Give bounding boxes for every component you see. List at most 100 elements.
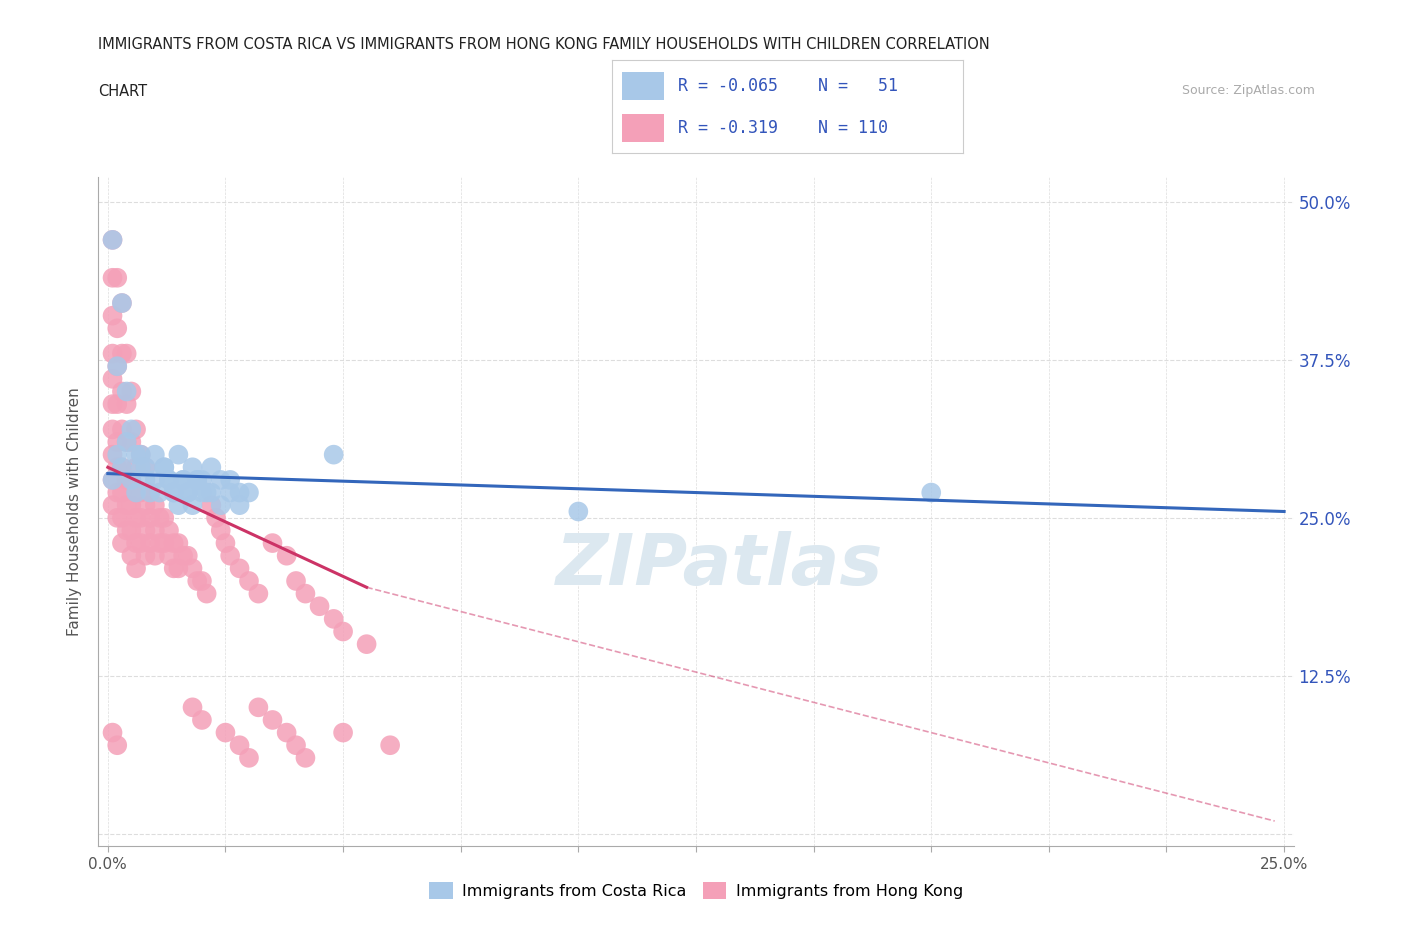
Point — [238, 574, 260, 589]
Point — [163, 561, 186, 576]
Point — [163, 485, 186, 500]
Text: Source: ZipAtlas.com: Source: ZipAtlas.com — [1181, 84, 1315, 97]
Point — [134, 498, 156, 512]
Point — [143, 549, 166, 564]
Point — [111, 296, 134, 311]
Point — [125, 536, 148, 551]
Point — [120, 472, 142, 487]
Point — [101, 397, 124, 412]
Point — [167, 536, 190, 551]
Point — [125, 422, 148, 437]
Point — [139, 536, 162, 551]
Point — [143, 447, 166, 462]
Point — [101, 232, 124, 247]
Point — [111, 296, 134, 311]
Point — [101, 422, 124, 437]
Point — [134, 549, 156, 564]
Point — [172, 472, 194, 487]
Point — [115, 434, 138, 449]
Point — [200, 498, 222, 512]
Point — [167, 498, 190, 512]
Point — [115, 523, 138, 538]
Point — [157, 472, 180, 487]
Point — [125, 485, 148, 500]
Point — [105, 271, 128, 286]
Point — [101, 346, 124, 361]
Point — [115, 434, 138, 449]
Point — [125, 447, 148, 462]
Point — [214, 536, 236, 551]
Point — [276, 725, 298, 740]
Point — [101, 472, 124, 487]
Point — [101, 472, 124, 487]
Point — [139, 511, 162, 525]
Point — [167, 447, 190, 462]
Point — [209, 498, 232, 512]
Point — [378, 737, 401, 752]
Point — [120, 549, 142, 564]
Point — [134, 472, 156, 487]
Point — [177, 549, 200, 564]
Point — [105, 459, 128, 474]
Point — [228, 561, 250, 576]
Point — [205, 511, 228, 525]
Point — [153, 459, 176, 474]
Point — [101, 371, 124, 386]
Point — [129, 447, 152, 462]
Point — [115, 384, 138, 399]
Text: CHART: CHART — [98, 84, 148, 99]
Point — [238, 751, 260, 765]
Point — [920, 485, 942, 500]
Text: IMMIGRANTS FROM COSTA RICA VS IMMIGRANTS FROM HONG KONG FAMILY HOUSEHOLDS WITH C: IMMIGRANTS FROM COSTA RICA VS IMMIGRANTS… — [98, 37, 990, 52]
Point — [111, 536, 134, 551]
Point — [567, 504, 589, 519]
Point — [153, 459, 176, 474]
Point — [111, 459, 134, 474]
Point — [101, 232, 124, 247]
Point — [134, 459, 156, 474]
Point — [129, 536, 152, 551]
Point — [129, 447, 152, 462]
Point — [120, 384, 142, 399]
Text: R = -0.065    N =   51: R = -0.065 N = 51 — [678, 76, 898, 95]
Point — [111, 485, 134, 500]
Text: ZIPatlas: ZIPatlas — [557, 531, 883, 600]
Point — [177, 485, 200, 500]
Point — [172, 549, 194, 564]
Point — [228, 485, 250, 500]
Point — [149, 511, 172, 525]
Point — [105, 485, 128, 500]
FancyBboxPatch shape — [621, 72, 665, 100]
Point — [308, 599, 330, 614]
Point — [163, 485, 186, 500]
Point — [105, 737, 128, 752]
Point — [153, 511, 176, 525]
Point — [332, 624, 354, 639]
Point — [157, 472, 180, 487]
Point — [143, 523, 166, 538]
Point — [120, 422, 142, 437]
Point — [111, 422, 134, 437]
Point — [129, 459, 152, 474]
Point — [191, 574, 214, 589]
Point — [101, 447, 124, 462]
Point — [219, 549, 242, 564]
Point — [139, 485, 162, 500]
Point — [285, 737, 308, 752]
Point — [105, 397, 128, 412]
Point — [125, 511, 148, 525]
Point — [105, 447, 128, 462]
Point — [115, 472, 138, 487]
Point — [101, 498, 124, 512]
Point — [181, 700, 204, 715]
Point — [120, 472, 142, 487]
Y-axis label: Family Households with Children: Family Households with Children — [67, 387, 83, 636]
Point — [115, 498, 138, 512]
Point — [186, 574, 208, 589]
Point — [191, 712, 214, 727]
Point — [195, 586, 218, 601]
Point — [181, 459, 204, 474]
Point — [111, 459, 134, 474]
Point — [125, 561, 148, 576]
Point — [195, 485, 218, 500]
